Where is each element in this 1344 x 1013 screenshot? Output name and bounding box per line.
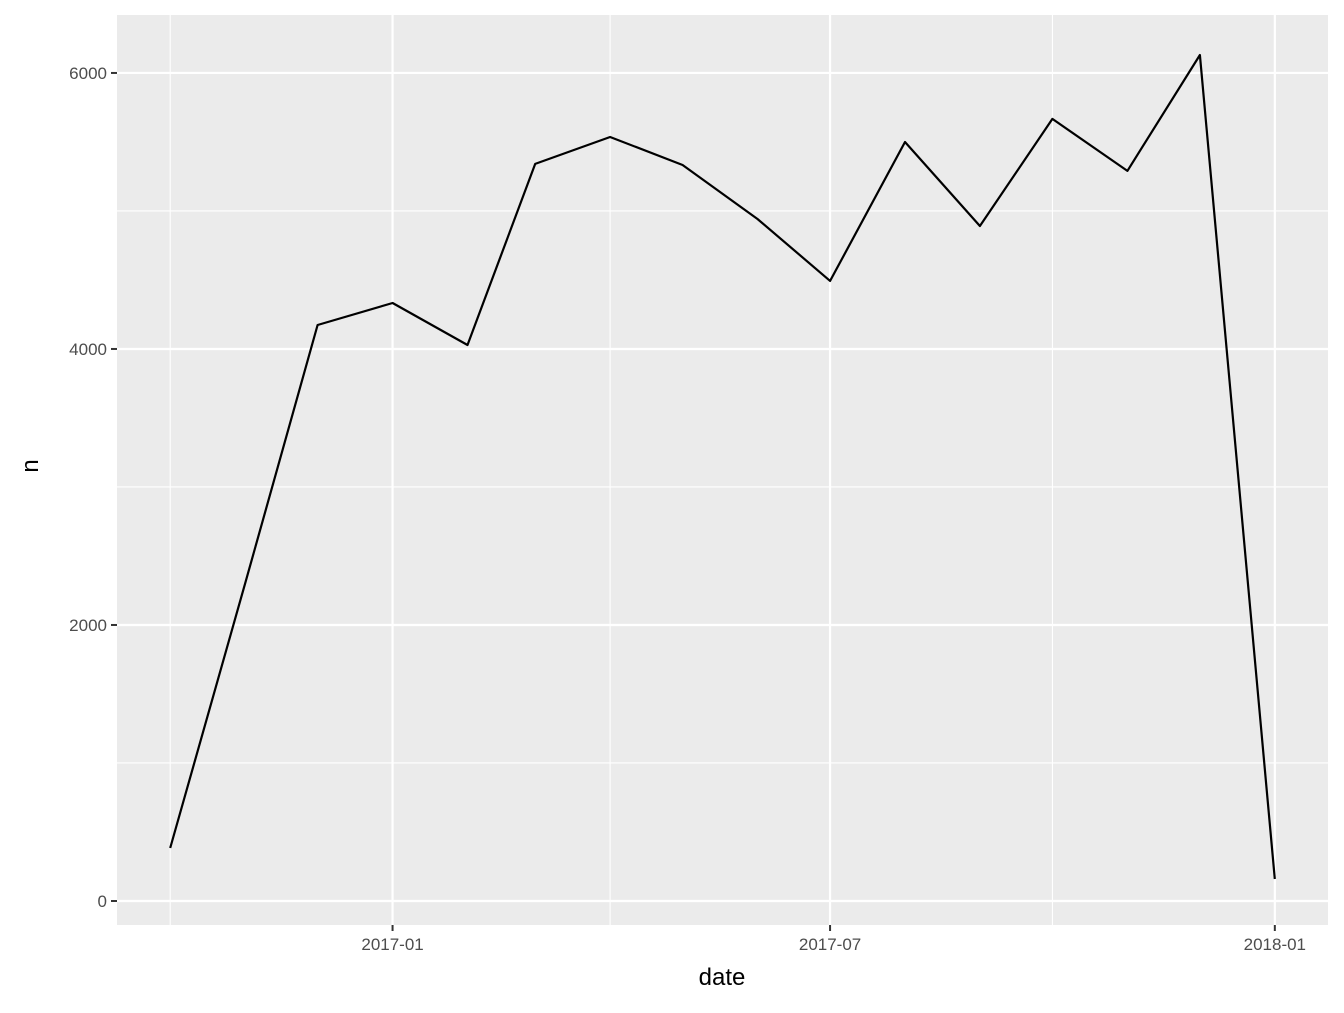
- x-tick-label: 2017-01: [361, 935, 423, 954]
- y-tick-label: 0: [98, 892, 107, 911]
- x-axis-label: date: [699, 964, 746, 991]
- plot-panel: [117, 15, 1328, 925]
- y-tick-label: 4000: [69, 340, 107, 359]
- series-line: [169, 53, 1276, 880]
- axis-ticks: [111, 71, 1276, 931]
- x-tick-label: 2017-07: [799, 935, 861, 954]
- y-axis-label: n: [17, 459, 44, 472]
- x-tick-label: 2018-01: [1244, 935, 1306, 954]
- y-tick-label: 6000: [69, 64, 107, 83]
- gridlines: [117, 15, 1328, 925]
- y-tick-label: 2000: [69, 616, 107, 635]
